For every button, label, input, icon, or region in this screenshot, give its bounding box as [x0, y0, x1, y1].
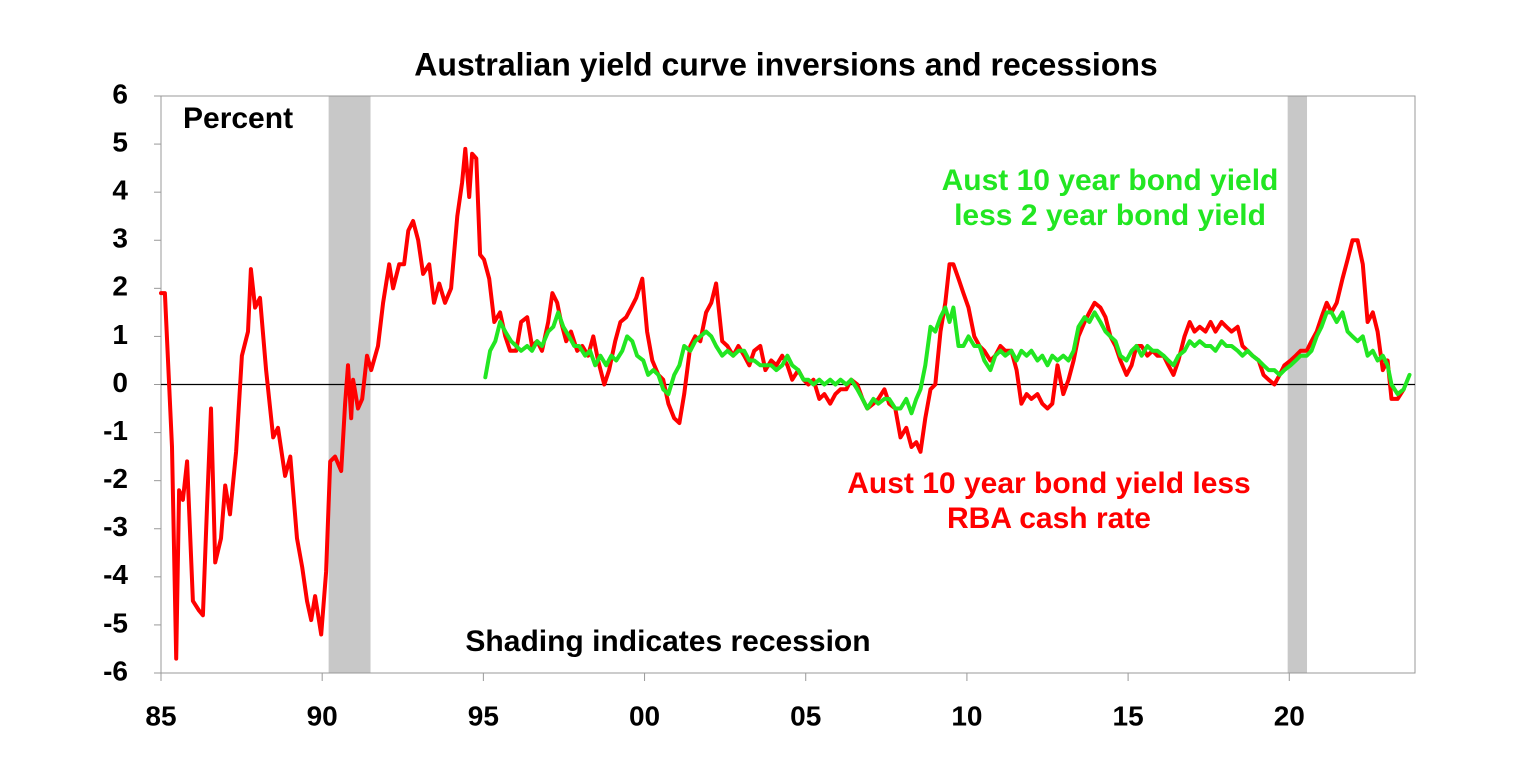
chart-title: Australian yield curve inversions and re… [414, 46, 1157, 82]
x-tick-label: 05 [790, 700, 821, 731]
y-tick-label: -2 [103, 463, 128, 494]
series-line [483, 305, 1412, 416]
series-line [159, 146, 1406, 661]
series-label: Aust 10 year bond yield less 2 year bond… [941, 164, 1279, 232]
series-layer [159, 146, 1412, 661]
axes: -6 -5 -4 -3 -2 -1 0 1 2 3 4 5 6 85 90 95 00 05 10 15 20 [103, 78, 1415, 731]
y-tick-label: 6 [112, 78, 128, 109]
series-label: Aust 10 year bond yield less RBA cash ra… [847, 467, 1251, 535]
y-tick-label: 3 [112, 223, 128, 254]
y-tick-label: -4 [103, 559, 128, 590]
y-tick-label: 5 [112, 126, 128, 157]
x-tick-label: 15 [1113, 700, 1144, 731]
y-tick-label: -3 [103, 511, 128, 542]
x-tick-label: 85 [145, 700, 176, 731]
y-tick-label: 4 [112, 175, 128, 206]
x-tick-label: 10 [951, 700, 982, 731]
y-tick-label: -5 [103, 607, 128, 638]
x-tick-label: 95 [468, 700, 499, 731]
y-tick-label: -6 [103, 655, 128, 686]
y-axis-label: Percent [183, 102, 293, 135]
x-tick-label: 90 [307, 700, 338, 731]
x-tick-label: 20 [1274, 700, 1305, 731]
y-tick-label: 2 [112, 271, 128, 302]
y-tick-label: 0 [112, 367, 128, 398]
y-tick-label: 1 [112, 319, 128, 350]
y-tick-label: -1 [103, 415, 128, 446]
x-tick-label: 00 [629, 700, 660, 731]
recession-note: Shading indicates recession [465, 625, 870, 658]
